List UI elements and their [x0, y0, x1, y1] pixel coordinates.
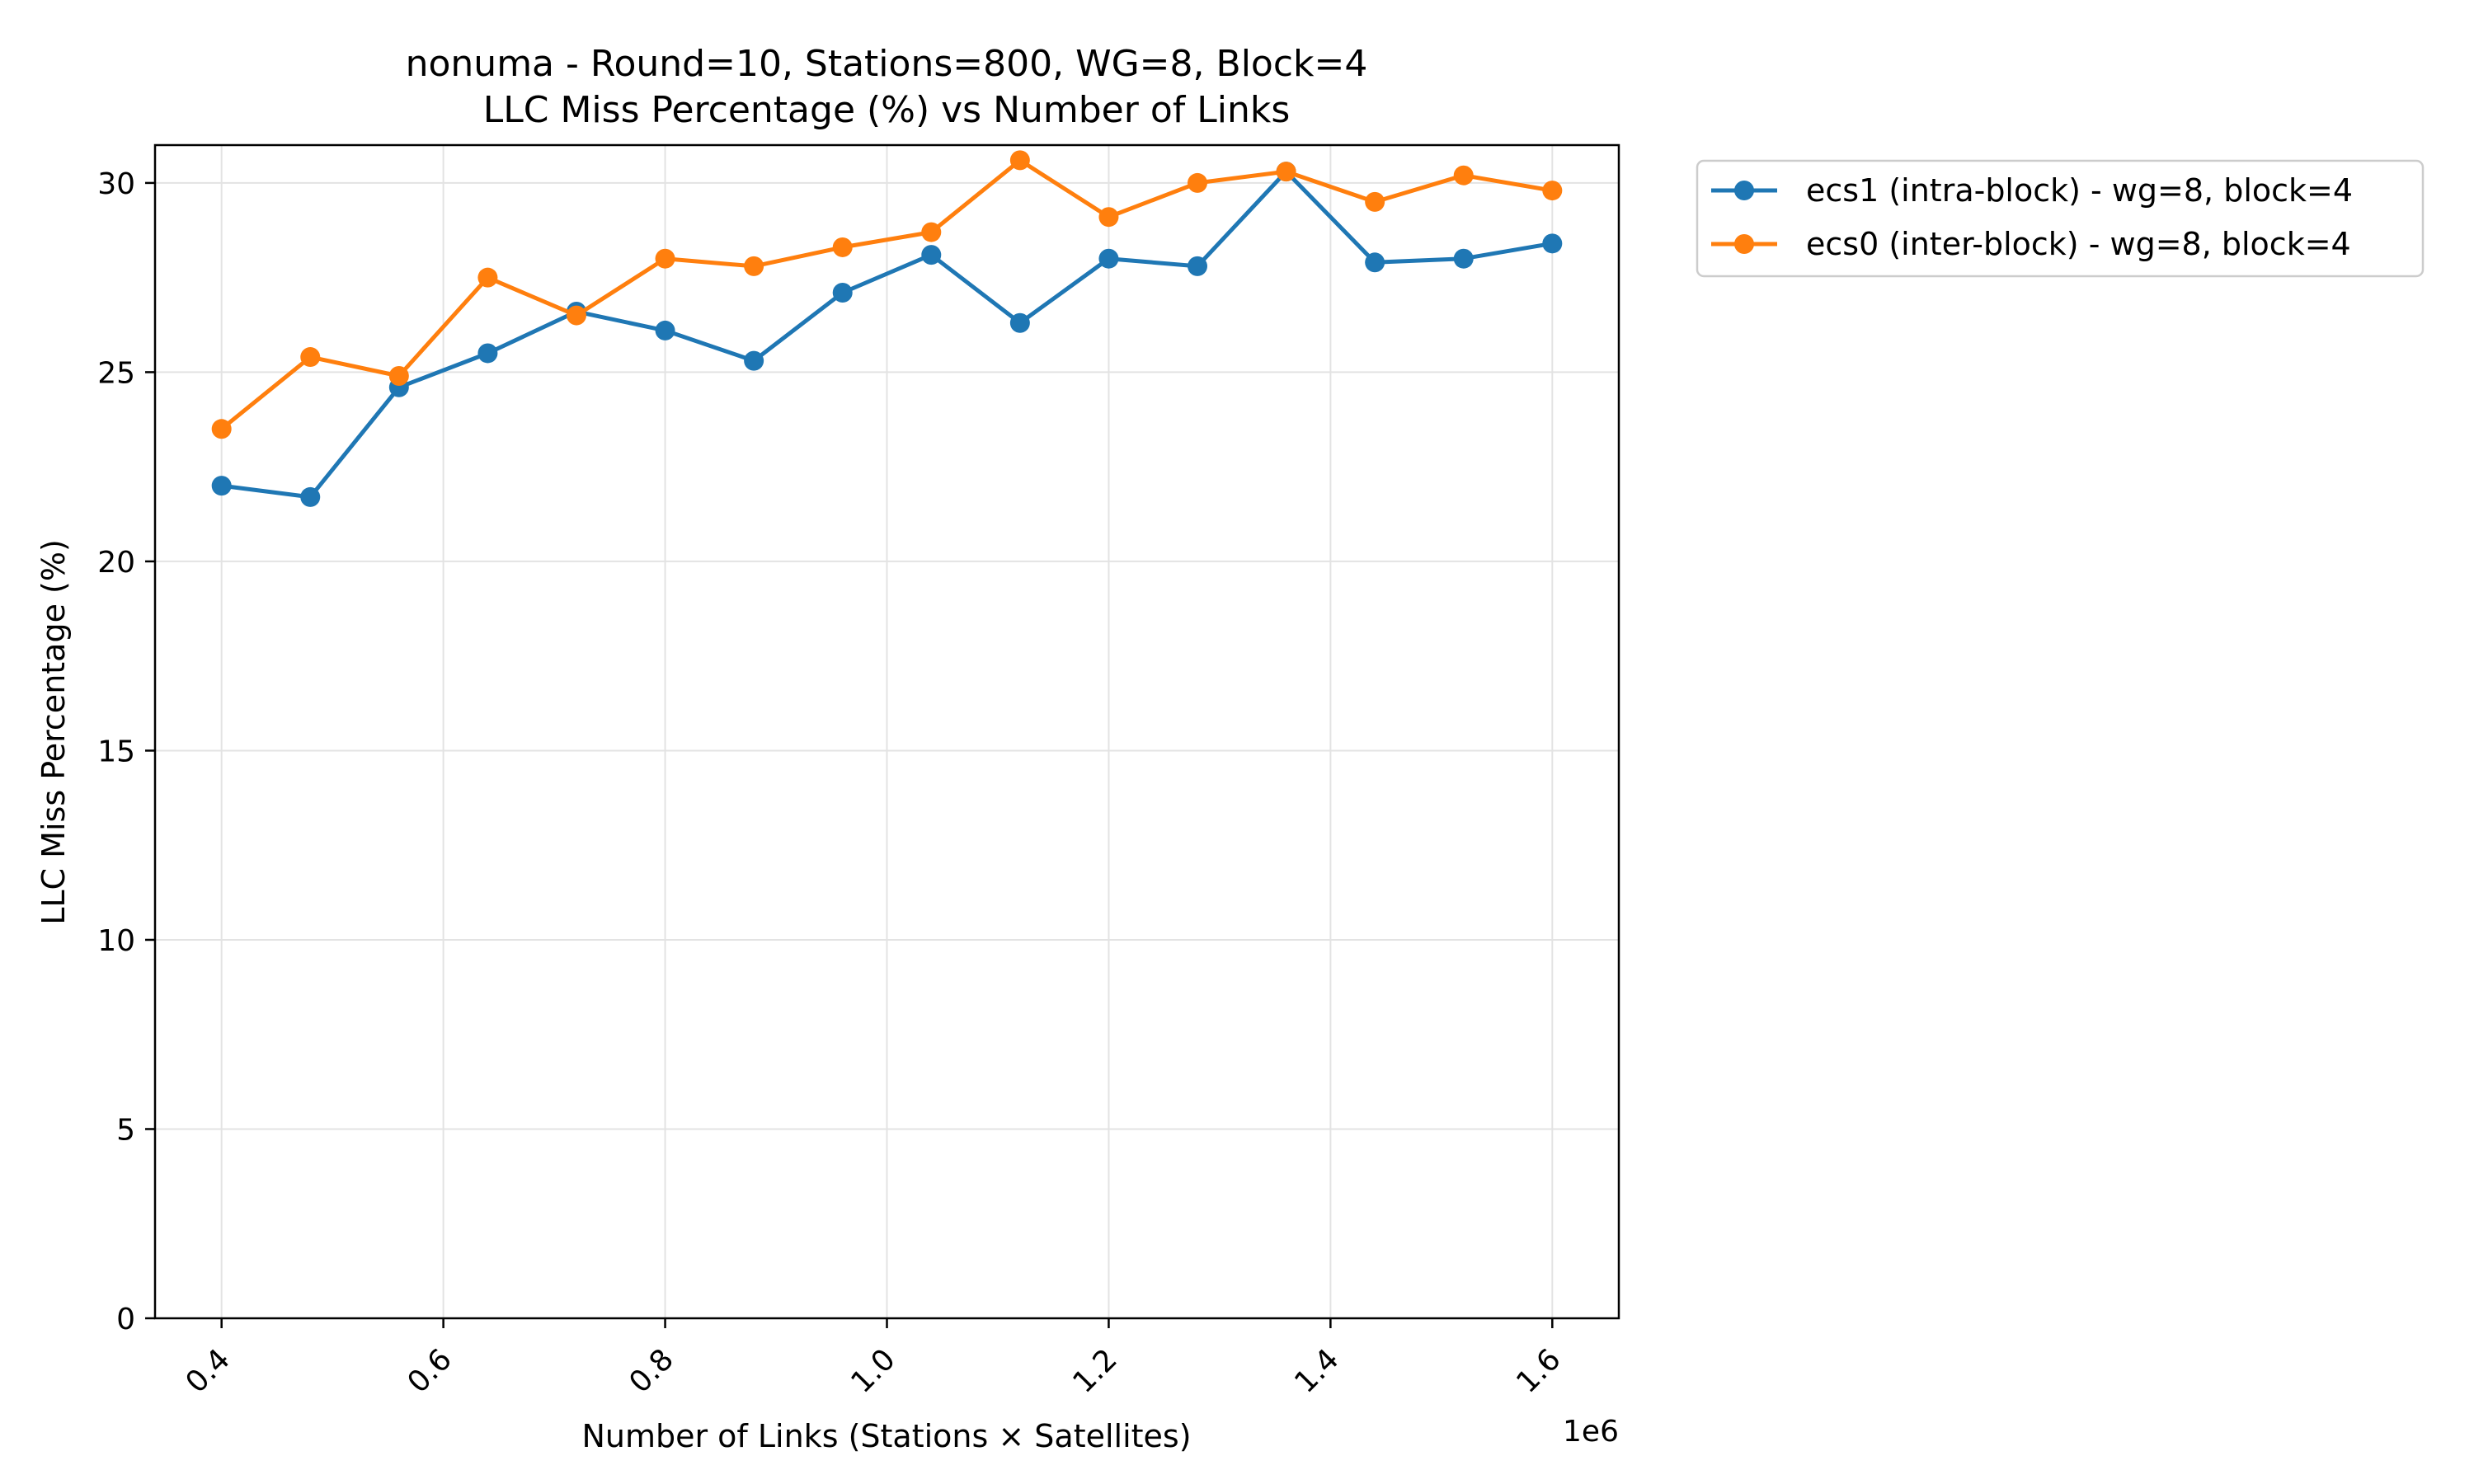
data-point — [744, 350, 764, 371]
y-tick-label: 5 — [116, 1113, 135, 1147]
series-layer — [211, 150, 1563, 507]
data-point — [832, 237, 853, 257]
data-point — [1453, 165, 1474, 186]
legend: ecs1 (intra-block) - wg=8, block=4 ecs0 … — [1696, 159, 2425, 278]
data-point — [1365, 191, 1385, 212]
data-point — [921, 245, 942, 265]
chart-title: nonuma - Round=10, Stations=800, WG=8, B… — [406, 43, 1368, 85]
data-point — [1276, 162, 1296, 182]
data-point — [300, 347, 321, 368]
data-point — [655, 248, 675, 269]
data-point — [1098, 248, 1119, 269]
y-tick-label: 30 — [97, 167, 135, 201]
legend-box — [1696, 159, 2425, 278]
legend-marker-ecs0 — [1734, 234, 1754, 254]
data-point — [211, 419, 232, 439]
data-point — [1009, 150, 1030, 171]
y-tick-label: 10 — [97, 924, 135, 958]
series-line — [220, 157, 1553, 431]
y-axis-ticks: 0 5 10 15 20 25 30 — [97, 167, 155, 1336]
data-point — [477, 267, 498, 288]
data-point — [566, 305, 586, 326]
x-axis-label: Number of Links (Stations × Satellites) — [581, 1418, 1191, 1454]
data-point — [744, 256, 764, 276]
data-point — [1365, 252, 1385, 273]
data-point — [477, 343, 498, 364]
x-axis-offset-label: 1e6 — [1563, 1415, 1619, 1449]
y-tick-label: 20 — [97, 546, 135, 580]
data-point — [211, 476, 232, 496]
data-point — [1009, 312, 1030, 333]
data-point — [1188, 172, 1208, 193]
data-point — [300, 486, 321, 507]
y-tick-label: 15 — [97, 735, 135, 768]
legend-label-ecs0: ecs0 (inter-block) - wg=8, block=4 — [1806, 226, 2351, 262]
series-line — [221, 169, 1553, 500]
legend-label-ecs1: ecs1 (intra-block) - wg=8, block=4 — [1806, 172, 2353, 209]
data-point — [655, 320, 675, 340]
legend-marker-ecs1 — [1734, 181, 1754, 200]
y-tick-label: 25 — [97, 356, 135, 390]
data-point — [832, 283, 853, 303]
data-point — [1453, 248, 1474, 269]
data-point — [921, 222, 942, 242]
chart-subtitle: LLC Miss Percentage (%) vs Number of Lin… — [483, 89, 1291, 131]
data-point — [1188, 256, 1208, 276]
series-1 — [211, 150, 1563, 439]
data-point — [1542, 233, 1563, 254]
data-point — [1098, 207, 1119, 228]
y-tick-label: 0 — [116, 1303, 135, 1336]
y-axis-label: LLC Miss Percentage (%) — [35, 539, 72, 925]
data-point — [388, 366, 409, 387]
data-point — [1542, 181, 1563, 201]
